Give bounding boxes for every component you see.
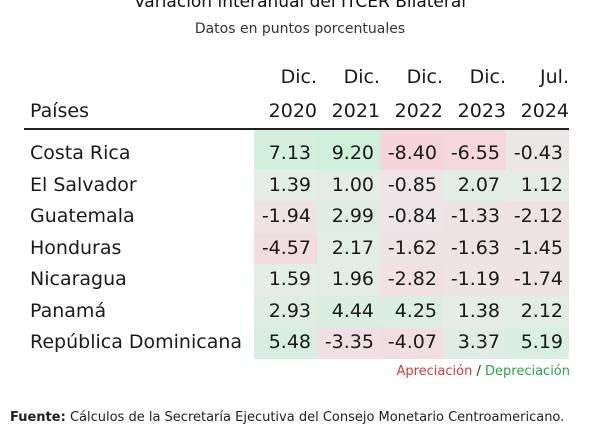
col-header-year: 2024 (506, 94, 569, 130)
col-header-month: Dic. (406, 66, 443, 88)
value-cell: -1.74 (506, 264, 569, 296)
value-cell: -3.35 (317, 327, 380, 359)
value-cell: 5.48 (254, 327, 317, 359)
value-cell: 1.59 (254, 264, 317, 296)
country-name: República Dominicana (30, 331, 243, 353)
value-cell: -6.55 (443, 129, 506, 170)
source-text: Cálculos de la Secretaría Ejecutiva del … (69, 410, 565, 425)
value-cell: 7.13 (254, 129, 317, 170)
value-cell: 2.99 (317, 201, 380, 233)
value-cell: -1.33 (443, 201, 506, 233)
value-cell: -2.82 (380, 264, 443, 296)
value-cell: -0.84 (380, 201, 443, 233)
table-row: República Dominicana 5.48 -3.35 -4.07 3.37 5.… (24, 327, 569, 359)
country-name: Nicaragua (30, 268, 127, 290)
table-row: Nicaragua 1.59 1.96 -2.82 -1.19 -1.74 (24, 264, 569, 296)
chart-subtitle: Datos en puntos porcentuales (194, 21, 406, 37)
header-blank (24, 60, 254, 94)
country-name: Honduras (30, 236, 122, 259)
table-row: Honduras -4.57 2.17 -1.62 -1.63 -1.45 (24, 232, 569, 264)
value-cell: 4.44 (317, 295, 380, 327)
chart-title: Variación interanual del ITCER Bilateral (133, 0, 466, 12)
col-header-year: 2021 (317, 94, 380, 130)
value-cell: -1.63 (443, 232, 506, 264)
value-cell: 1.96 (317, 264, 380, 296)
country-name: Guatemala (30, 205, 135, 227)
value-cell: 2.17 (317, 232, 380, 264)
value-cell: 4.25 (380, 295, 443, 327)
col-header-year: 2020 (254, 94, 317, 130)
country-name: El Salvador (30, 173, 137, 196)
col-header-month: Jul. (540, 66, 569, 88)
value-cell: 2.93 (254, 295, 317, 327)
source-note: Fuente: Cálculos de la Secretaría Ejecut… (10, 410, 564, 425)
value-cell: -4.07 (380, 327, 443, 359)
table-row: El Salvador 1.39 1.00 -0.85 2.07 1.12 (24, 169, 569, 201)
country-name: Costa Rica (30, 142, 131, 164)
value-cell: 2.12 (506, 295, 569, 327)
itcer-table: Dic. Dic. Dic. Dic. Jul. Países 2020 202… (24, 60, 569, 359)
col-header-year: 2022 (380, 94, 443, 130)
legend-separator: / (476, 364, 481, 379)
header-row-year: Países 2020 2021 2022 2023 2024 (24, 94, 569, 130)
legend-depreciation: Depreciación (485, 364, 570, 379)
source-label: Fuente: (10, 410, 66, 425)
value-cell: -0.85 (380, 169, 443, 201)
col-header-month: Dic. (469, 66, 506, 88)
col-header-year: 2023 (443, 94, 506, 130)
value-cell: 1.38 (443, 295, 506, 327)
value-cell: 1.39 (254, 169, 317, 201)
value-cell: 9.20 (317, 129, 380, 170)
country-header: Países (24, 94, 254, 130)
header-row-month: Dic. Dic. Dic. Dic. Jul. (24, 60, 569, 94)
value-cell: 2.07 (443, 169, 506, 201)
color-legend: Apreciación / Depreciación (396, 364, 570, 379)
col-header-month: Dic. (280, 66, 317, 88)
value-cell: 1.00 (317, 169, 380, 201)
value-cell: 1.12 (506, 169, 569, 201)
table-body: Costa Rica 7.13 9.20 -8.40 -6.55 -0.43 El Salv… (24, 129, 569, 359)
table-row: Panamá 2.93 4.44 4.25 1.38 2.12 (24, 295, 569, 327)
col-header-month: Dic. (343, 66, 380, 88)
value-cell: 5.19 (506, 327, 569, 359)
value-cell: -1.45 (506, 232, 569, 264)
country-name: Panamá (30, 299, 107, 322)
value-cell: -0.43 (506, 129, 569, 170)
value-cell: -2.12 (506, 201, 569, 233)
value-cell: -1.94 (254, 201, 317, 233)
value-cell: -1.62 (380, 232, 443, 264)
value-cell: 3.37 (443, 327, 506, 359)
value-cell: -4.57 (254, 232, 317, 264)
table-row: Guatemala -1.94 2.99 -0.84 -1.33 -2.12 (24, 201, 569, 233)
value-cell: -1.19 (443, 264, 506, 296)
table-row: Costa Rica 7.13 9.20 -8.40 -6.55 -0.43 (24, 129, 569, 170)
legend-appreciation: Apreciación (396, 364, 473, 379)
value-cell: -8.40 (380, 129, 443, 170)
